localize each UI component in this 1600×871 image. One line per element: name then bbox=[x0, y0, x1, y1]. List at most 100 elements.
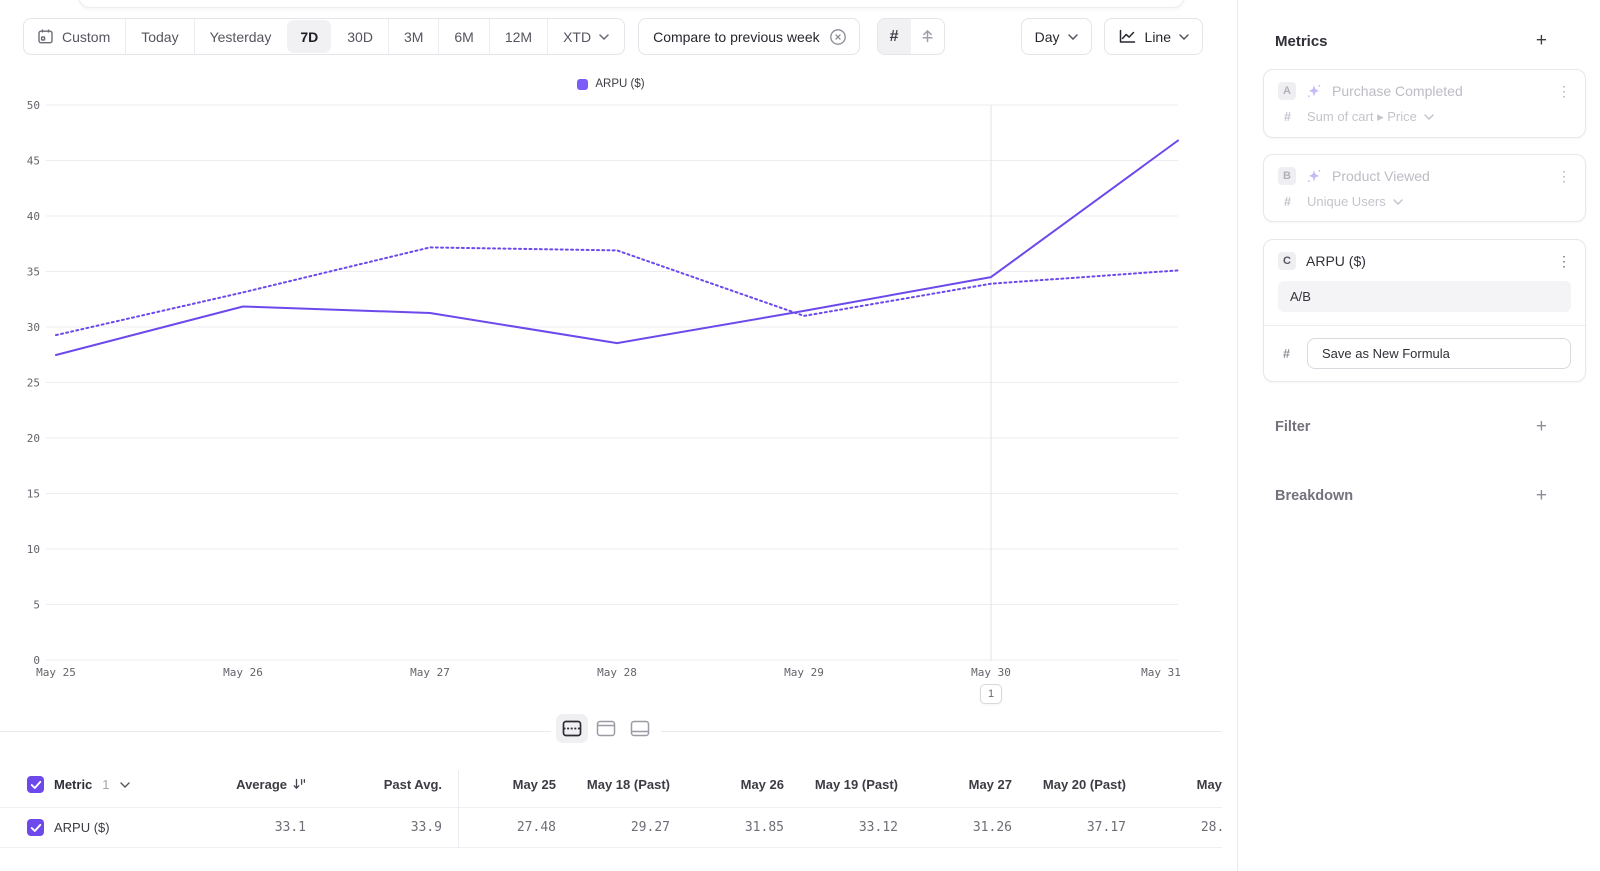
table-cell: 37.17 bbox=[1086, 820, 1126, 835]
chart-overlay-toggles: # bbox=[876, 18, 945, 55]
metric-measure-dropdown[interactable]: Unique Users bbox=[1307, 194, 1403, 209]
table-cell: 33.12 bbox=[858, 820, 898, 835]
column-header[interactable]: May 28 bbox=[1196, 777, 1222, 792]
date-range-12m[interactable]: 12M bbox=[488, 19, 547, 54]
metric-badge: C bbox=[1278, 252, 1296, 270]
date-range-6m[interactable]: 6M bbox=[438, 19, 488, 54]
metric-card-c[interactable]: C ARPU ($) ⋮ A/B # Save as New Formula bbox=[1263, 239, 1586, 382]
table-cell: 27.48 bbox=[516, 820, 556, 835]
row-checkbox[interactable] bbox=[27, 819, 44, 836]
layout-toggle-group bbox=[551, 711, 661, 746]
breakdown-section-header: Breakdown + bbox=[1263, 485, 1586, 506]
line-chart[interactable]: 0 5 10 15 20 25 30 35 40 45 50 May 25 May 26 May 27 Ma… bbox=[0, 0, 1222, 731]
chevron-down-icon bbox=[1393, 198, 1403, 205]
metric-badge: B bbox=[1278, 167, 1296, 185]
y-axis-tick: 45 bbox=[27, 155, 40, 168]
table-column-divider bbox=[458, 770, 459, 848]
layout-table-only-button[interactable] bbox=[624, 714, 656, 743]
compare-to-previous-chip[interactable]: Compare to previous week bbox=[638, 18, 860, 55]
date-range-custom[interactable]: Custom bbox=[24, 19, 125, 54]
date-range-7d[interactable]: 7D bbox=[287, 20, 332, 53]
annotation-marker-icon bbox=[922, 29, 933, 43]
add-breakdown-button[interactable]: + bbox=[1535, 485, 1547, 506]
chevron-down-icon[interactable] bbox=[119, 781, 130, 788]
remove-compare-icon[interactable] bbox=[829, 28, 847, 46]
date-range-30d[interactable]: 30D bbox=[347, 28, 373, 45]
save-as-new-formula-button[interactable]: Save as New Formula bbox=[1307, 338, 1571, 369]
metrics-section-header: Metrics + bbox=[1263, 30, 1586, 51]
x-axis-tick: May 31 bbox=[1141, 666, 1181, 679]
metric-menu-button[interactable]: ⋮ bbox=[1557, 253, 1571, 269]
metric-menu-button[interactable]: ⋮ bbox=[1557, 168, 1571, 184]
layout-split-view-button[interactable] bbox=[556, 714, 588, 743]
x-axis-tick: May 30 bbox=[971, 666, 1011, 679]
hash-icon: # bbox=[889, 27, 899, 45]
add-filter-button[interactable]: + bbox=[1535, 416, 1547, 437]
numeric-property-icon: # bbox=[1284, 194, 1291, 209]
table-cell: 31.85 bbox=[744, 820, 784, 835]
table-row-cells: 33.1 33.9 27.48 29.27 31.85 33.12 31.26 37.17 28… bbox=[230, 820, 1222, 835]
metric-row-label: ARPU ($) bbox=[54, 820, 110, 835]
compare-label: Compare to previous week bbox=[653, 28, 820, 45]
metric-row-name-cell: ARPU ($) bbox=[0, 819, 230, 836]
metric-name: ARPU ($) bbox=[1306, 253, 1366, 269]
metric-name: Purchase Completed bbox=[1332, 83, 1463, 99]
column-header[interactable]: May 19 (Past) bbox=[814, 777, 898, 792]
check-icon bbox=[30, 780, 41, 789]
metric-badge: A bbox=[1278, 82, 1296, 100]
split-view-icon bbox=[562, 720, 582, 737]
column-header[interactable]: May 18 (Past) bbox=[586, 777, 670, 792]
chevron-down-icon bbox=[1179, 33, 1189, 40]
annotations-toggle[interactable] bbox=[911, 19, 944, 54]
filter-section-header: Filter + bbox=[1263, 416, 1586, 437]
column-header[interactable]: May 26 bbox=[740, 777, 784, 792]
formula-input[interactable]: A/B bbox=[1278, 281, 1571, 312]
report-canvas: Custom Today Yesterday 7D 30D 3M 6M 12M … bbox=[0, 0, 1222, 848]
show-values-toggle[interactable]: # bbox=[877, 19, 911, 54]
table-cell: 29.27 bbox=[630, 820, 670, 835]
metric-menu-button[interactable]: ⋮ bbox=[1557, 83, 1571, 99]
sort-descending-icon[interactable] bbox=[293, 778, 306, 790]
chart-toolbar: Custom Today Yesterday 7D 30D 3M 6M 12M … bbox=[23, 18, 1203, 55]
chevron-down-icon bbox=[1424, 114, 1434, 120]
y-axis-tick: 50 bbox=[27, 99, 40, 112]
date-range-group: Custom Today Yesterday 7D 30D 3M 6M 12M … bbox=[23, 18, 626, 55]
date-range-yesterday[interactable]: Yesterday bbox=[193, 19, 287, 54]
column-header[interactable]: Past Avg. bbox=[383, 777, 442, 792]
granularity-dropdown[interactable]: Day bbox=[1020, 18, 1092, 55]
column-header[interactable]: Average bbox=[230, 777, 322, 792]
chart-only-icon bbox=[596, 720, 616, 737]
chart-legend: ARPU ($) bbox=[0, 78, 1222, 90]
table-cell: 31.26 bbox=[972, 820, 1012, 835]
metric-measure-dropdown[interactable]: Sum of cart ▸ Price bbox=[1307, 109, 1434, 125]
metric-card-a[interactable]: A Purchase Completed ⋮ # Sum of cart ▸ P… bbox=[1263, 69, 1586, 138]
x-axis-tick: May 27 bbox=[410, 666, 450, 679]
date-range-label: Custom bbox=[62, 28, 111, 45]
layout-chart-only-button[interactable] bbox=[590, 714, 622, 743]
y-axis-tick: 40 bbox=[27, 210, 40, 223]
metrics-title: Metrics bbox=[1275, 32, 1328, 50]
annotation-badge[interactable]: 1 bbox=[980, 684, 1002, 704]
add-metric-button[interactable]: + bbox=[1535, 30, 1547, 51]
column-header[interactable]: May 27 bbox=[968, 777, 1012, 792]
chart-type-dropdown[interactable]: Line bbox=[1103, 18, 1203, 55]
date-range-3m[interactable]: 3M bbox=[387, 19, 438, 54]
table-cell: 33.1 bbox=[274, 820, 306, 835]
table-cell: 33.9 bbox=[410, 820, 442, 835]
event-sparkle-icon bbox=[1308, 170, 1321, 182]
x-axis-tick: May 29 bbox=[784, 666, 824, 679]
y-axis-tick: 10 bbox=[27, 543, 40, 556]
metric-card-b[interactable]: B Product Viewed ⋮ # Unique Users bbox=[1263, 154, 1586, 222]
column-header[interactable]: May 20 (Past) bbox=[1042, 777, 1126, 792]
date-range-today[interactable]: Today bbox=[125, 19, 193, 54]
query-sidebar: Metrics + A Purchase Completed ⋮ # Sum o… bbox=[1237, 0, 1600, 871]
previous-period-line bbox=[55, 246, 1179, 337]
line-chart-icon bbox=[1119, 29, 1135, 43]
y-axis-tick: 15 bbox=[27, 488, 40, 501]
date-range-xtd[interactable]: XTD bbox=[547, 19, 624, 54]
select-all-checkbox[interactable] bbox=[27, 776, 44, 793]
column-header[interactable]: May 25 bbox=[512, 777, 556, 792]
metric-header-label[interactable]: Metric bbox=[54, 777, 93, 792]
check-icon bbox=[30, 823, 41, 832]
table-only-icon bbox=[630, 720, 650, 737]
